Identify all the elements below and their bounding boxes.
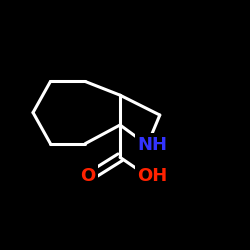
Text: OH: OH xyxy=(137,167,168,185)
Text: O: O xyxy=(80,167,95,185)
Text: NH: NH xyxy=(137,136,167,154)
